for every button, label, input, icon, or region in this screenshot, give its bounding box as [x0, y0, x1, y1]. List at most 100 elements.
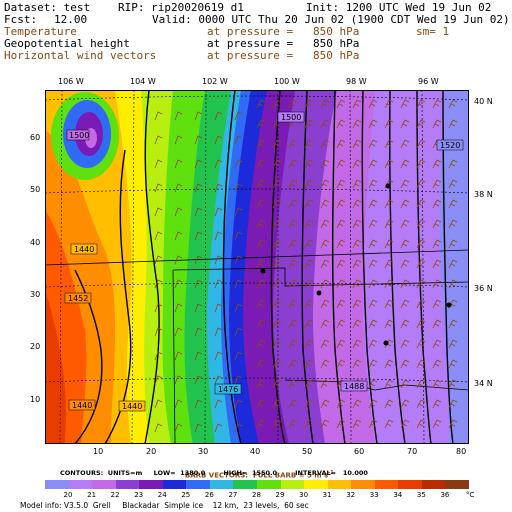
wind-barb: [368, 359, 378, 369]
wind-barb: [448, 339, 458, 349]
wind-barb: [352, 279, 362, 289]
colorbar-label: 35: [416, 491, 426, 499]
colorbar-swatch: [92, 480, 117, 489]
wind-barb: [194, 423, 203, 433]
wind-barb: [336, 399, 346, 409]
wind-barb: [256, 419, 266, 429]
wind-barb: [368, 339, 378, 349]
wind-barb: [320, 339, 330, 349]
wind-barb: [400, 179, 410, 189]
wind-barb: [336, 419, 346, 429]
svg-text:1440: 1440: [74, 245, 94, 254]
wind-barb: [368, 159, 378, 169]
wind-barb: [272, 299, 282, 309]
wind-barb: [384, 319, 394, 329]
wind-barb: [352, 159, 362, 169]
field-wind: Horizontal wind vectors: [4, 49, 157, 62]
wind-barb: [336, 139, 346, 149]
temperature-map: 1500 1440 1452 1440 1440 1476 1488 1520 …: [45, 90, 469, 444]
contour-label-1440-b: 1440: [68, 399, 96, 411]
wind-barb: [432, 279, 442, 289]
colorbar-label: 24: [157, 491, 167, 499]
wind-barb: [448, 399, 458, 409]
wind-barb: [352, 299, 362, 309]
field-temperature-smooth: sm= 1: [416, 25, 450, 38]
wind-barb: [234, 399, 243, 409]
barb-vectors-note: BARB VECTORS: FULL BARB = 5 m s-1: [184, 470, 334, 480]
grid-x-70: 70: [407, 447, 418, 456]
wind-barb: [352, 359, 362, 369]
wind-barb: [352, 339, 362, 349]
wind-barb: [234, 135, 243, 145]
colorbar-label: 25: [181, 491, 191, 499]
wind-barb: [416, 139, 426, 149]
wind-barb: [304, 199, 314, 209]
wind-barb: [272, 359, 282, 369]
wind-barb: [154, 279, 163, 289]
wind-barb: [384, 159, 394, 169]
height-contours: [74, 90, 454, 444]
colorbar-swatch: [327, 480, 352, 489]
wind-barb: [336, 279, 346, 289]
wind-barb: [256, 219, 266, 229]
wind-barb: [336, 339, 346, 349]
wind-barb: [174, 231, 183, 241]
wind-barb: [234, 255, 243, 265]
wind-barb: [448, 419, 458, 429]
wind-barb: [174, 111, 183, 121]
wind-barb: [256, 159, 266, 169]
wind-barb: [154, 111, 163, 121]
lat-tick-34n: 34 N: [474, 379, 493, 388]
wind-barb: [448, 199, 458, 209]
colorbar-swatch: [257, 480, 282, 489]
svg-text:1500: 1500: [69, 131, 89, 140]
wind-barb: [154, 351, 163, 361]
wind-barb: [272, 159, 282, 169]
wind-barb: [384, 259, 394, 269]
wind-barb: [304, 99, 314, 109]
wind-barb: [368, 379, 378, 389]
wind-barb: [234, 303, 243, 313]
wind-barb: [288, 199, 298, 209]
wind-barb: [154, 423, 163, 433]
colorbar-swatch: [209, 480, 234, 489]
wind-barb: [352, 239, 362, 249]
wind-barb: [256, 179, 266, 189]
wind-barb: [234, 159, 243, 169]
wind-barb: [432, 99, 442, 109]
wind-barb: [448, 259, 458, 269]
wind-barb: [352, 179, 362, 189]
wind-barb: [174, 375, 183, 385]
wind-barb: [432, 219, 442, 229]
wind-barb: [352, 199, 362, 209]
wind-barb: [214, 111, 223, 121]
colorbar-swatch: [139, 480, 164, 489]
wind-barb: [288, 379, 298, 389]
contour-label-1488: 1488: [340, 380, 368, 392]
wind-barb: [174, 279, 183, 289]
wind-barbs: [154, 99, 458, 433]
wind-barb: [272, 219, 282, 229]
wind-barb: [214, 231, 223, 241]
wind-barb: [448, 359, 458, 369]
wind-barb: [256, 199, 266, 209]
wind-barb: [336, 299, 346, 309]
wind-barb: [416, 279, 426, 289]
grid-y-50: 50: [30, 185, 41, 194]
wind-barb: [256, 399, 266, 409]
wind-barb: [432, 199, 442, 209]
lat-tick-40n: 40 N: [474, 97, 493, 106]
contour-label-1440-c: 1440: [118, 400, 146, 412]
lon-tick-104w: 104 W: [130, 77, 156, 86]
wind-barb: [384, 139, 394, 149]
lon-tick-98w: 98 W: [346, 77, 367, 86]
wind-barb: [194, 303, 203, 313]
wind-barb: [352, 139, 362, 149]
wind-barb: [214, 375, 223, 385]
wind-barb: [288, 359, 298, 369]
wind-barb: [272, 279, 282, 289]
wind-barb: [416, 419, 426, 429]
grid-y-10: 10: [30, 395, 41, 404]
latlon-grid: [45, 90, 469, 444]
wind-barb: [304, 239, 314, 249]
